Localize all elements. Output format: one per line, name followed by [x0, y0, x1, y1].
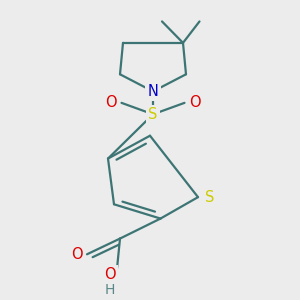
Text: O: O	[189, 95, 201, 110]
Text: H: H	[104, 283, 115, 297]
Text: O: O	[71, 247, 82, 262]
Text: S: S	[205, 190, 215, 205]
Text: O: O	[104, 267, 115, 282]
Text: S: S	[148, 107, 158, 122]
Text: N: N	[148, 84, 158, 99]
Text: O: O	[105, 95, 117, 110]
